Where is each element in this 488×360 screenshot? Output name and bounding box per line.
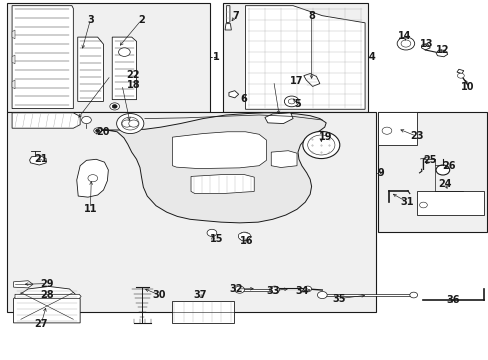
Text: 2: 2 [138, 15, 144, 25]
Circle shape [206, 229, 216, 237]
Polygon shape [96, 113, 325, 223]
Text: 25: 25 [423, 156, 436, 165]
Bar [7, 3, 210, 112]
Text: 33: 33 [265, 286, 279, 296]
Polygon shape [238, 232, 251, 241]
Text: 1: 1 [212, 53, 219, 63]
Polygon shape [224, 23, 231, 30]
Circle shape [269, 286, 279, 293]
Text: 15: 15 [210, 234, 223, 244]
Circle shape [116, 113, 143, 134]
Circle shape [121, 117, 139, 130]
Polygon shape [77, 159, 108, 197]
Circle shape [457, 73, 463, 78]
Text: 10: 10 [461, 82, 474, 92]
Text: 34: 34 [295, 286, 308, 296]
Text: 6: 6 [240, 94, 247, 104]
Text: 35: 35 [332, 294, 346, 303]
Bar [377, 112, 486, 232]
Circle shape [94, 128, 102, 134]
Polygon shape [172, 132, 266, 168]
Polygon shape [14, 281, 33, 288]
Text: 3: 3 [87, 15, 94, 25]
Text: 36: 36 [446, 296, 459, 305]
Bar [377, 112, 416, 145]
Text: 26: 26 [441, 161, 454, 171]
Text: 30: 30 [152, 290, 166, 300]
Bar [7, 112, 375, 312]
Circle shape [96, 129, 100, 132]
Polygon shape [12, 30, 15, 39]
Circle shape [122, 120, 131, 127]
Text: 20: 20 [96, 127, 109, 137]
Polygon shape [228, 91, 238, 98]
Circle shape [381, 127, 391, 134]
Circle shape [112, 105, 117, 108]
Polygon shape [30, 156, 46, 165]
Polygon shape [12, 6, 73, 109]
Polygon shape [245, 6, 365, 109]
Polygon shape [12, 55, 15, 64]
Text: 28: 28 [40, 290, 53, 300]
Circle shape [88, 175, 98, 182]
Text: 11: 11 [83, 203, 97, 213]
Text: 22: 22 [126, 70, 139, 80]
Bar [416, 192, 483, 215]
Text: 7: 7 [232, 11, 239, 21]
Polygon shape [264, 113, 292, 123]
Circle shape [419, 202, 427, 208]
Bar [222, 3, 368, 112]
Text: 12: 12 [435, 45, 448, 55]
Circle shape [284, 96, 298, 107]
Text: 4: 4 [368, 53, 374, 63]
Circle shape [303, 286, 311, 292]
Text: 19: 19 [319, 132, 332, 142]
Circle shape [317, 292, 326, 298]
Polygon shape [12, 80, 15, 89]
Polygon shape [14, 287, 80, 323]
Circle shape [396, 37, 414, 50]
Text: 16: 16 [240, 237, 253, 247]
Text: 37: 37 [193, 290, 206, 300]
Circle shape [234, 286, 244, 293]
Circle shape [307, 135, 334, 155]
Polygon shape [15, 294, 81, 298]
Circle shape [81, 116, 91, 123]
Polygon shape [421, 44, 429, 50]
Polygon shape [303, 73, 319, 86]
Text: 23: 23 [409, 131, 423, 141]
Text: 27: 27 [35, 319, 48, 329]
Text: 24: 24 [437, 179, 450, 189]
Text: 17: 17 [290, 76, 303, 86]
Polygon shape [456, 69, 463, 73]
Text: 31: 31 [400, 197, 413, 207]
Text: 9: 9 [377, 168, 383, 178]
Circle shape [118, 48, 130, 57]
Circle shape [287, 99, 294, 104]
Circle shape [435, 165, 449, 175]
Polygon shape [78, 37, 103, 102]
Text: 18: 18 [126, 80, 140, 90]
Circle shape [302, 131, 339, 158]
Bar [171, 301, 233, 323]
Text: 13: 13 [419, 39, 432, 49]
Circle shape [409, 292, 417, 298]
Polygon shape [191, 175, 254, 194]
Text: 29: 29 [40, 279, 53, 289]
Text: 5: 5 [293, 99, 300, 109]
Polygon shape [12, 113, 80, 128]
Polygon shape [226, 6, 229, 23]
Circle shape [110, 103, 119, 110]
Text: 14: 14 [397, 31, 411, 41]
Text: 8: 8 [307, 11, 314, 21]
Circle shape [400, 40, 410, 47]
Polygon shape [435, 50, 447, 57]
Text: 21: 21 [35, 154, 48, 163]
Polygon shape [271, 151, 296, 167]
Text: 32: 32 [229, 284, 243, 294]
Circle shape [128, 120, 138, 127]
Polygon shape [112, 37, 136, 100]
Circle shape [238, 232, 250, 241]
